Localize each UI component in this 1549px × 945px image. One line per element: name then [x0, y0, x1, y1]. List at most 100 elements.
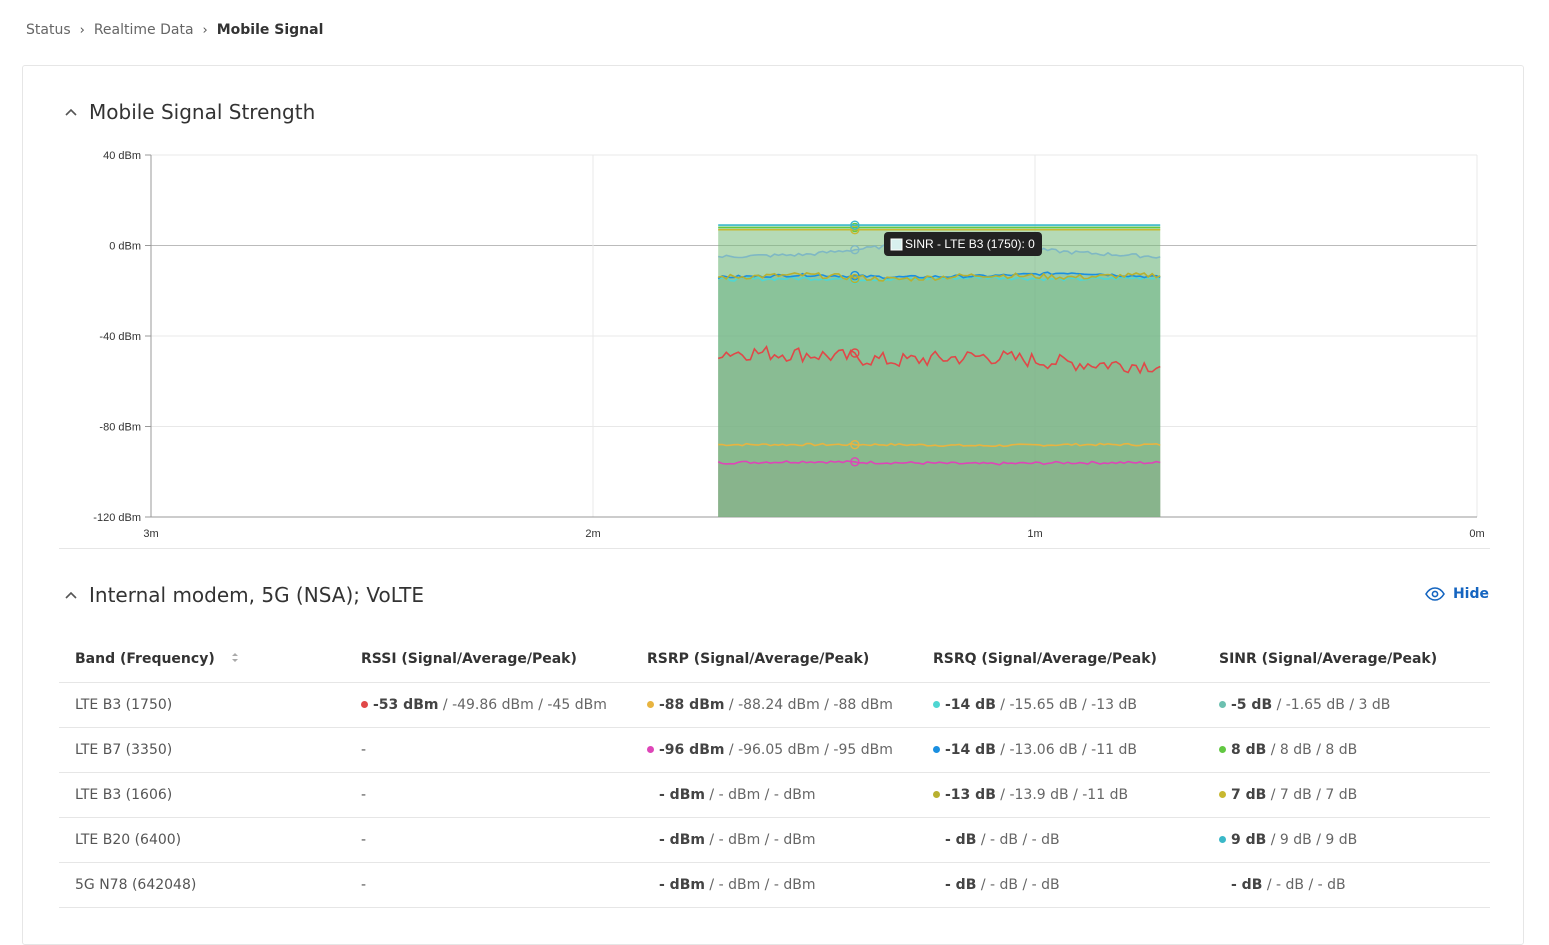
y-tick-label: -40 dBm: [99, 331, 141, 343]
series-area: [718, 272, 1161, 517]
average-peak-values: / -49.86 dBm / -45 dBm: [438, 697, 607, 713]
series-color-dot: [647, 881, 654, 888]
series-marker: [850, 244, 860, 255]
col-rssi: RSSI (Signal/Average/Peak): [345, 636, 631, 683]
series-color-dot: [1219, 745, 1226, 753]
chevron-up-icon[interactable]: [63, 587, 79, 603]
series-area: [718, 243, 1161, 517]
table-row: LTE B3 (1750) -53 dBm / -49.86 dBm / -45 …: [59, 682, 1490, 728]
table-header-row: Band (Frequency) RSSI (Signal/Average/Pe…: [59, 636, 1490, 683]
empty-value: -: [361, 832, 367, 848]
series-area: [718, 272, 1161, 517]
table-row: LTE B3 (1606) - - dBm / - dBm / - dBm -13 d…: [59, 772, 1490, 818]
breadcrumb: Status › Realtime Data › Mobile Signal: [26, 20, 323, 40]
sort-icon[interactable]: [231, 651, 239, 667]
series-color-dot: [1219, 881, 1226, 888]
average-peak-values: / -88.24 dBm / -88 dBm: [724, 697, 893, 713]
signal-strength-header[interactable]: Mobile Signal Strength: [63, 100, 315, 124]
y-tick-label: -120 dBm: [93, 512, 141, 524]
chevron-right-icon: ›: [202, 22, 208, 38]
col-band[interactable]: Band (Frequency): [59, 636, 345, 683]
rsrq-cell: -13 dB / -13.9 dB / -11 dB: [917, 772, 1203, 818]
sinr-cell: 8 dB / 8 dB / 8 dB: [1203, 727, 1490, 773]
breadcrumb-item-realtime-data[interactable]: Realtime Data: [93, 22, 194, 38]
series-line: [717, 271, 1161, 280]
band-cell: LTE B20 (6400): [59, 817, 345, 863]
col-rsrq: RSRQ (Signal/Average/Peak): [917, 636, 1203, 683]
rssi-cell: -: [345, 817, 631, 863]
signal-value: - dB: [945, 832, 977, 848]
empty-value: -: [361, 787, 367, 803]
chart-tooltip: SINR - LTE B3 (1750): 0: [884, 232, 1042, 256]
signal-value: -14 dB: [945, 697, 996, 713]
rsrp-cell: - dBm / - dBm / - dBm: [631, 817, 917, 863]
rssi-cell: -: [345, 772, 631, 818]
signal-value: - dBm: [659, 877, 705, 893]
rssi-cell: -53 dBm / -49.86 dBm / -45 dBm: [345, 682, 631, 728]
sinr-cell: - dB / - dB / - dB: [1203, 862, 1490, 908]
series-color-dot: [1219, 790, 1226, 798]
signal-strength-title: Mobile Signal Strength: [89, 100, 316, 124]
rsrp-cell: -88 dBm / -88.24 dBm / -88 dBm: [631, 682, 917, 728]
series-color-dot: [933, 881, 940, 888]
rsrq-cell: -14 dB / -13.06 dB / -11 dB: [917, 727, 1203, 773]
col-sinr: SINR (Signal/Average/Peak): [1203, 636, 1490, 683]
modem-header[interactable]: Internal modem, 5G (NSA); VoLTE: [63, 583, 424, 607]
rssi-cell: -: [345, 862, 631, 908]
signal-value: -14 dB: [945, 742, 996, 758]
average-peak-values: / 8 dB / 8 dB: [1266, 742, 1358, 758]
x-tick-label: 1m: [1027, 528, 1042, 540]
signal-value: -96 dBm: [659, 742, 725, 758]
tooltip-box: [884, 232, 1042, 256]
series-color-dot: [1219, 835, 1226, 843]
tooltip-swatch: [890, 238, 903, 251]
average-peak-values: / - dB / - dB: [976, 832, 1060, 848]
section-divider: [59, 548, 1490, 549]
series-color-dot: [933, 836, 940, 843]
band-cell: LTE B7 (3350): [59, 727, 345, 773]
series-color-dot: [361, 700, 368, 708]
average-peak-values: / - dB / - dB: [976, 877, 1060, 893]
signal-value: - dB: [945, 877, 977, 893]
sinr-cell: -5 dB / -1.65 dB / 3 dB: [1203, 682, 1490, 728]
rsrq-cell: -14 dB / -15.65 dB / -13 dB: [917, 682, 1203, 728]
average-peak-values: / 7 dB / 7 dB: [1266, 787, 1358, 803]
chevron-right-icon: ›: [79, 22, 85, 38]
table-row: LTE B20 (6400) - - dBm / - dBm / - dBm - dB…: [59, 817, 1490, 863]
sinr-cell: 7 dB / 7 dB / 7 dB: [1203, 772, 1490, 818]
rsrp-cell: -96 dBm / -96.05 dBm / -95 dBm: [631, 727, 917, 773]
col-rsrp: RSRP (Signal/Average/Peak): [631, 636, 917, 683]
series-color-dot: [647, 745, 654, 753]
average-peak-values: / -13.9 dB / -11 dB: [995, 787, 1129, 803]
y-tick-label: 40 dBm: [103, 150, 141, 162]
band-cell: 5G N78 (642048): [59, 862, 345, 908]
empty-value: -: [361, 742, 367, 758]
series-color-dot: [647, 791, 654, 798]
series-color-dot: [933, 700, 940, 708]
rsrp-cell: - dBm / - dBm / - dBm: [631, 772, 917, 818]
breadcrumb-item-status[interactable]: Status: [26, 22, 71, 38]
average-peak-values: / - dBm / - dBm: [704, 877, 816, 893]
series-marker: [850, 440, 860, 450]
series-marker: [850, 273, 860, 284]
tooltip-text: SINR - LTE B3 (1750): 0: [905, 237, 1035, 251]
series-area: [718, 225, 1161, 517]
series-color-dot: [647, 700, 654, 708]
signal-table: Band (Frequency) RSSI (Signal/Average/Pe…: [59, 636, 1490, 908]
series-line: [718, 442, 1161, 448]
series-line: [717, 460, 1161, 466]
average-peak-values: / - dBm / - dBm: [704, 787, 816, 803]
signal-value: - dBm: [659, 787, 705, 803]
table-row: LTE B7 (3350) - -96 dBm / -96.05 dBm / -95…: [59, 727, 1490, 773]
y-tick-label: 0 dBm: [109, 241, 141, 253]
chevron-up-icon[interactable]: [63, 104, 79, 120]
signal-value: -5 dB: [1231, 697, 1273, 713]
hide-button[interactable]: Hide: [1425, 586, 1489, 602]
series-area: [718, 276, 1161, 517]
series-area: [718, 460, 1161, 517]
signal-value: - dBm: [659, 832, 705, 848]
x-tick-label: 3m: [143, 528, 158, 540]
breadcrumb-current: Mobile Signal: [216, 22, 324, 38]
rsrq-cell: - dB / - dB / - dB: [917, 817, 1203, 863]
